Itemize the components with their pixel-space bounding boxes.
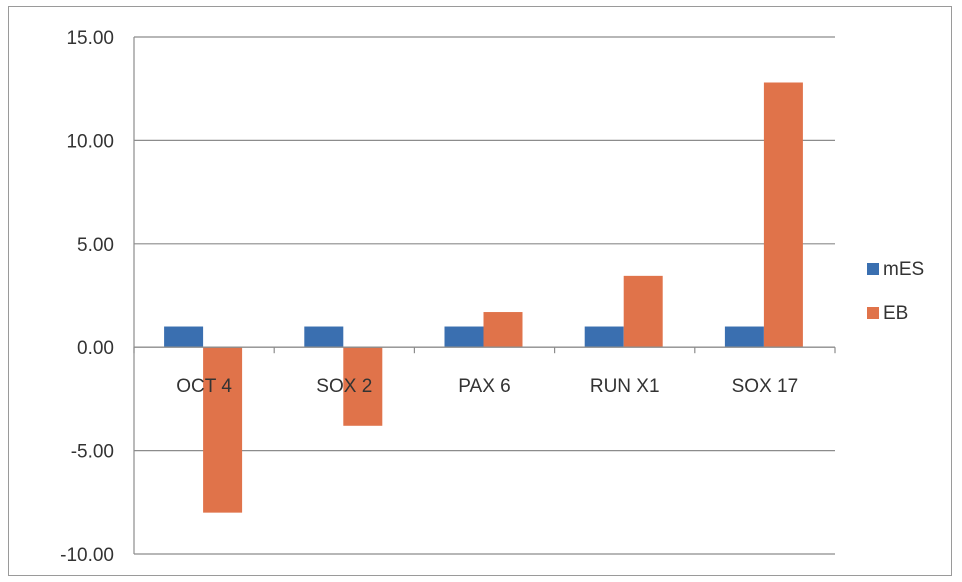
y-tick-label: -10.00 xyxy=(60,545,114,566)
category-label: SOX 2 xyxy=(316,376,372,397)
category-labels: OCT 4 SOX 2 PAX 6 RUN X1 SOX 17 xyxy=(176,376,798,397)
bars xyxy=(164,82,803,513)
bar-mes-sox-2 xyxy=(304,326,344,348)
bar-eb-run-x1 xyxy=(623,275,663,348)
bar-mes-pax-6 xyxy=(444,326,484,348)
legend-label-eb: EB xyxy=(883,303,908,324)
bar-mes-oct-4 xyxy=(164,326,204,348)
bar-mes-run-x1 xyxy=(584,326,624,348)
category-label: RUN X1 xyxy=(590,376,660,397)
chart-frame: 15.00 10.00 5.00 0.00 -5.00 -10.00 OCT 4 SOX 2… xyxy=(8,6,952,576)
y-tick-label: 15.00 xyxy=(66,28,114,49)
y-axis-tick-labels: 15.00 10.00 5.00 0.00 -5.00 -10.00 xyxy=(60,28,114,566)
bar-eb-sox-17 xyxy=(763,82,803,348)
bar-eb-oct-4 xyxy=(203,347,243,513)
category-label: PAX 6 xyxy=(458,376,510,397)
category-label: SOX 17 xyxy=(732,376,799,397)
bar-chart: 15.00 10.00 5.00 0.00 -5.00 -10.00 OCT 4 SOX 2… xyxy=(60,28,924,566)
gridlines xyxy=(134,36,835,555)
legend-swatch-mes xyxy=(867,263,879,275)
y-tick-label: 10.00 xyxy=(66,131,114,152)
legend: mES EB xyxy=(867,259,924,324)
bar-eb-sox-2 xyxy=(343,347,383,426)
y-tick-label: 5.00 xyxy=(77,235,114,256)
y-tick-label: -5.00 xyxy=(71,442,114,463)
legend-label-mes: mES xyxy=(883,259,924,280)
category-label: OCT 4 xyxy=(176,376,232,397)
axes xyxy=(133,37,836,554)
y-tick-label: 0.00 xyxy=(77,338,114,359)
bar-mes-sox-17 xyxy=(724,326,764,348)
bar-eb-pax-6 xyxy=(483,312,523,348)
legend-swatch-eb xyxy=(867,307,879,319)
